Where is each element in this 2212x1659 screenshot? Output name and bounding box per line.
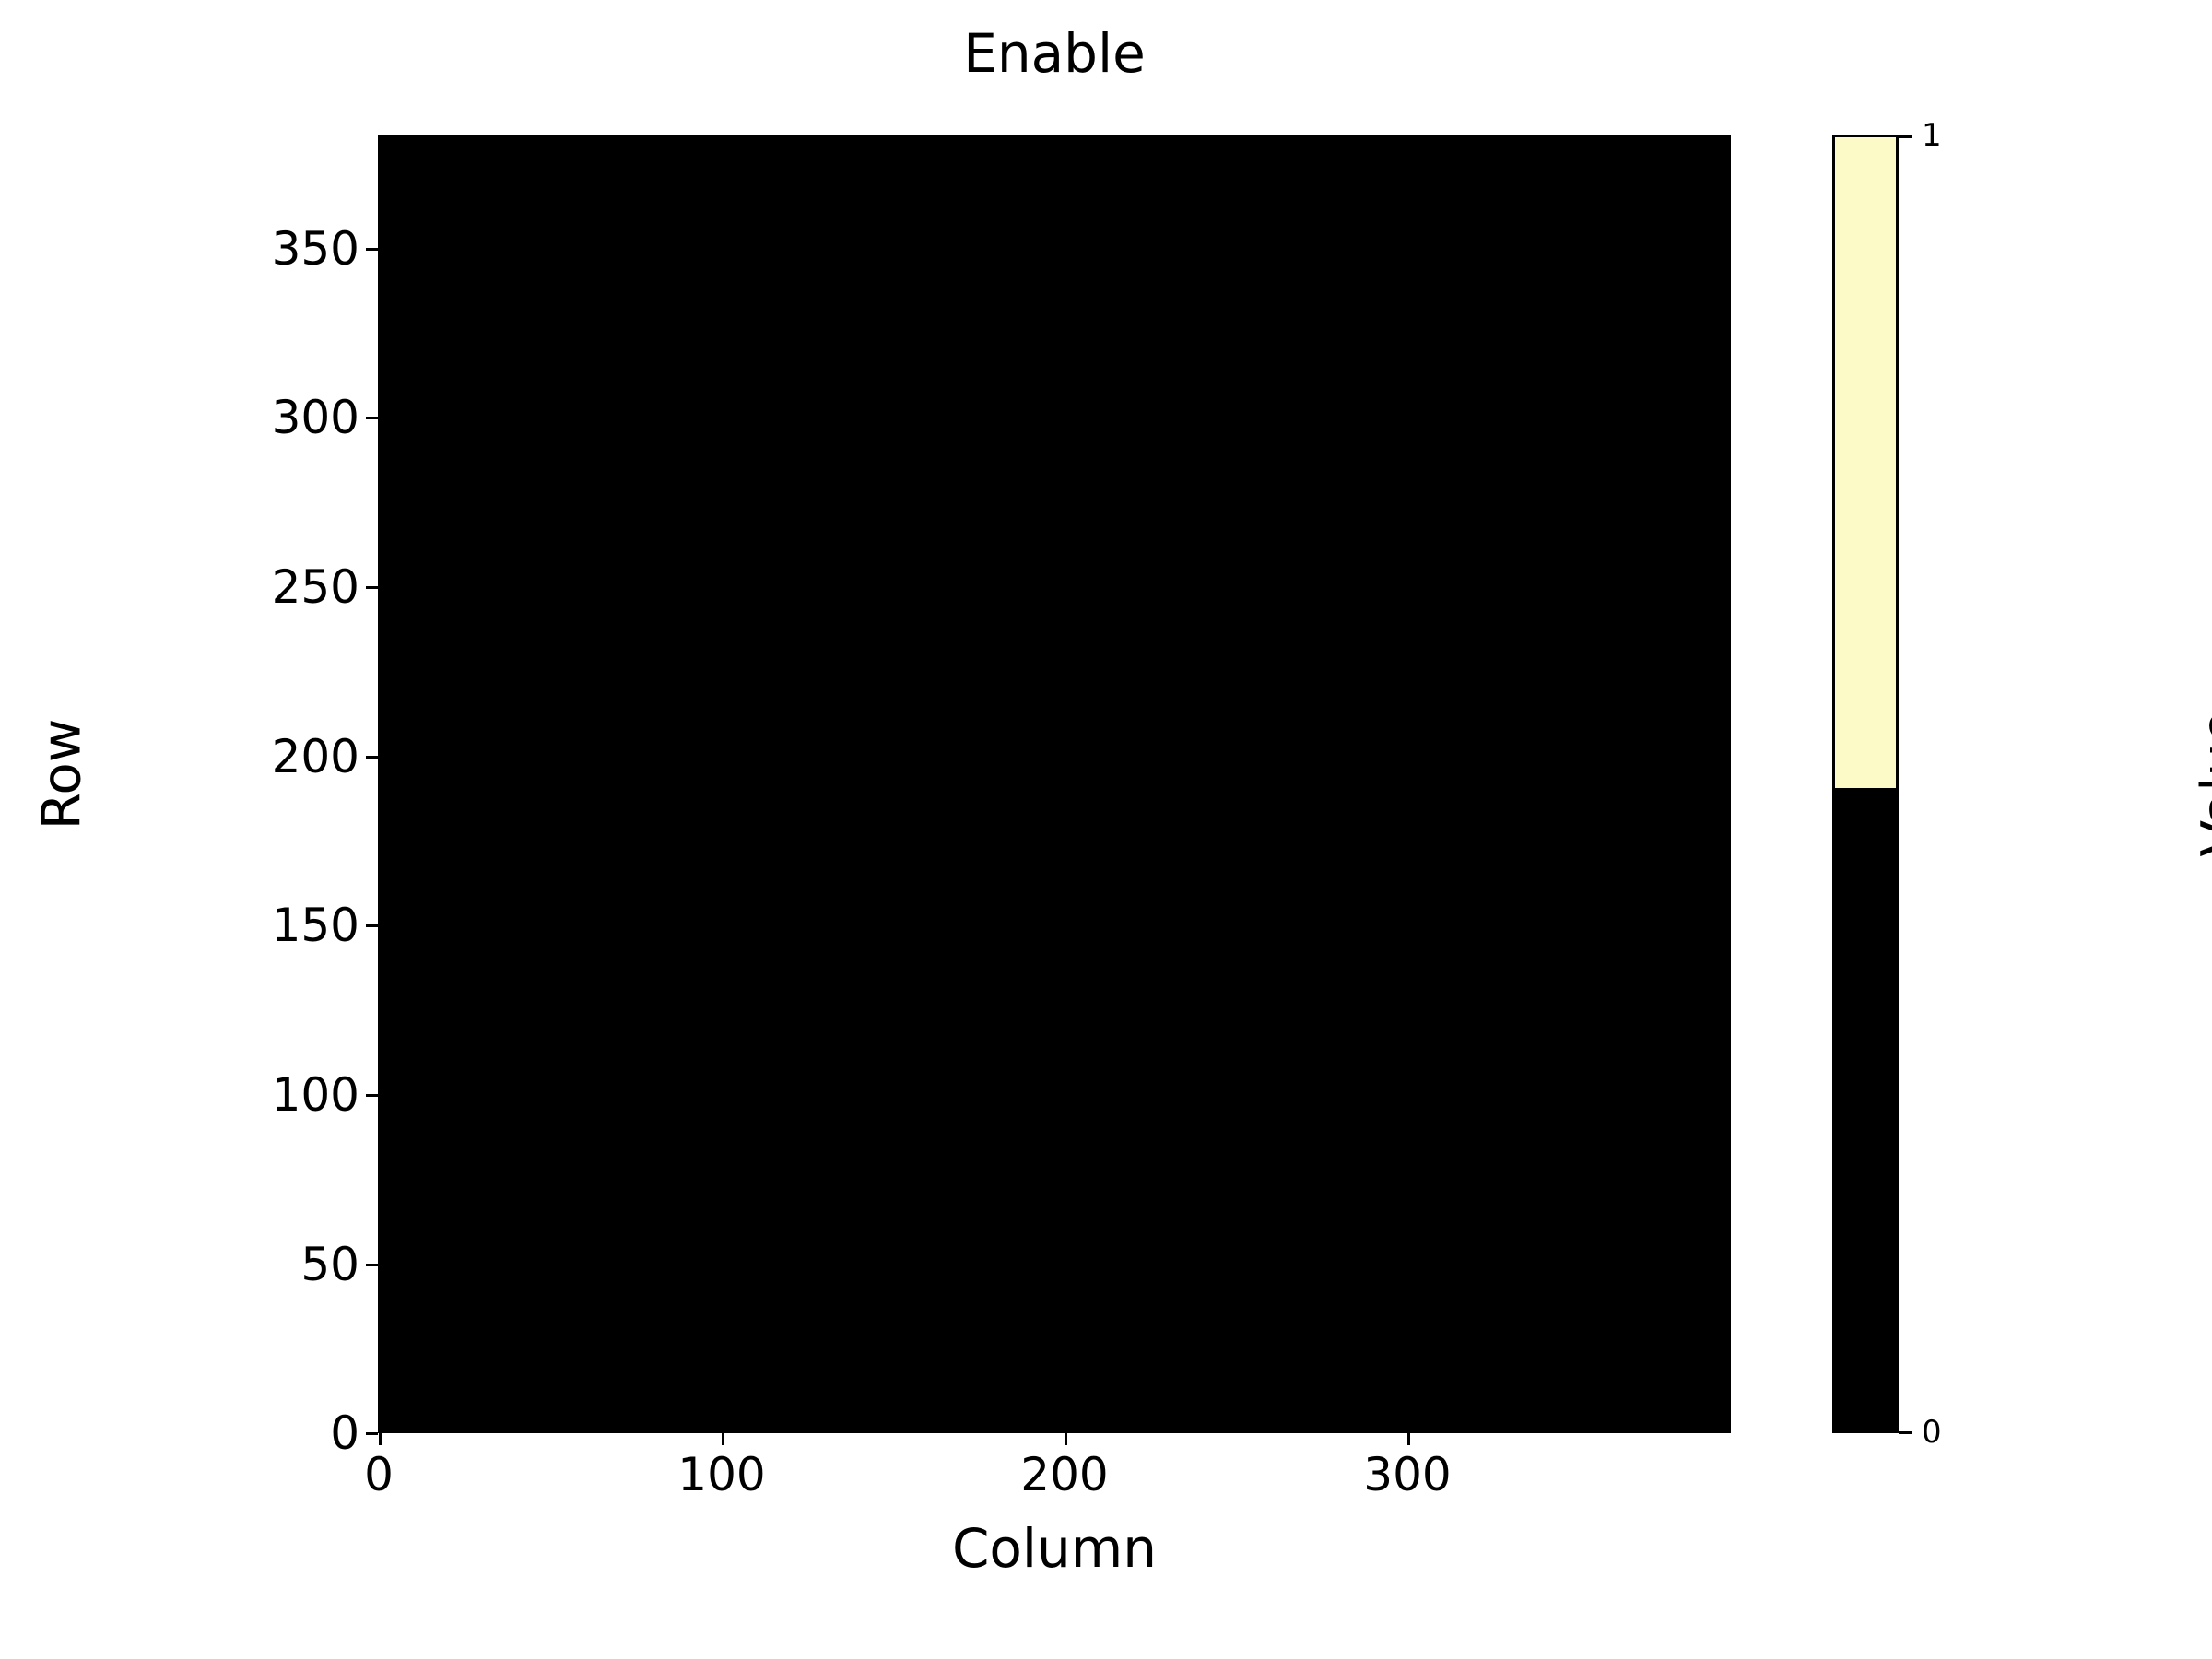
ytick-mark-300 bbox=[366, 417, 378, 419]
colorbar-tick-label-min: 0 bbox=[1922, 1414, 1942, 1451]
xtick-label-0: 0 bbox=[364, 1448, 394, 1501]
x-axis-label: Column bbox=[951, 1517, 1158, 1580]
ytick-label-0: 0 bbox=[330, 1406, 359, 1460]
colorbar-high-band bbox=[1835, 137, 1896, 788]
xtick-mark-100 bbox=[722, 1433, 724, 1445]
ytick-label-200: 200 bbox=[271, 730, 359, 783]
ytick-label-350: 350 bbox=[271, 222, 359, 276]
ytick-mark-0 bbox=[366, 1432, 378, 1435]
ytick-label-50: 50 bbox=[300, 1238, 359, 1291]
ytick-mark-250 bbox=[366, 586, 378, 589]
heatmap-axes[interactable] bbox=[378, 135, 1731, 1433]
ytick-mark-200 bbox=[366, 756, 378, 759]
ytick-label-250: 250 bbox=[271, 560, 359, 614]
xtick-label-200: 200 bbox=[1020, 1448, 1109, 1501]
xtick-mark-300 bbox=[1407, 1433, 1410, 1445]
ytick-mark-150 bbox=[366, 924, 378, 927]
xtick-mark-0 bbox=[379, 1433, 382, 1445]
colorbar-tick-mark-min bbox=[1899, 1431, 1912, 1434]
xtick-label-300: 300 bbox=[1363, 1448, 1452, 1501]
ytick-label-100: 100 bbox=[271, 1068, 359, 1122]
ytick-mark-50 bbox=[366, 1264, 378, 1266]
ytick-mark-350 bbox=[366, 248, 378, 251]
ytick-label-300: 300 bbox=[271, 391, 359, 444]
heatmap-image bbox=[378, 135, 1731, 1433]
xtick-mark-200 bbox=[1065, 1433, 1067, 1445]
page-title: Enable bbox=[963, 22, 1146, 85]
colorbar-label: Value bbox=[2189, 710, 2212, 857]
colorbar-tick-label-max: 1 bbox=[1922, 117, 1942, 154]
ytick-label-150: 150 bbox=[271, 899, 359, 952]
colorbar-tick-mark-max bbox=[1899, 135, 1912, 138]
ytick-mark-100 bbox=[366, 1094, 378, 1097]
y-axis-label: Row bbox=[29, 718, 93, 830]
xtick-label-100: 100 bbox=[677, 1448, 766, 1501]
colorbar[interactable] bbox=[1832, 135, 1899, 1433]
colorbar-low-band bbox=[1835, 787, 1896, 1430]
